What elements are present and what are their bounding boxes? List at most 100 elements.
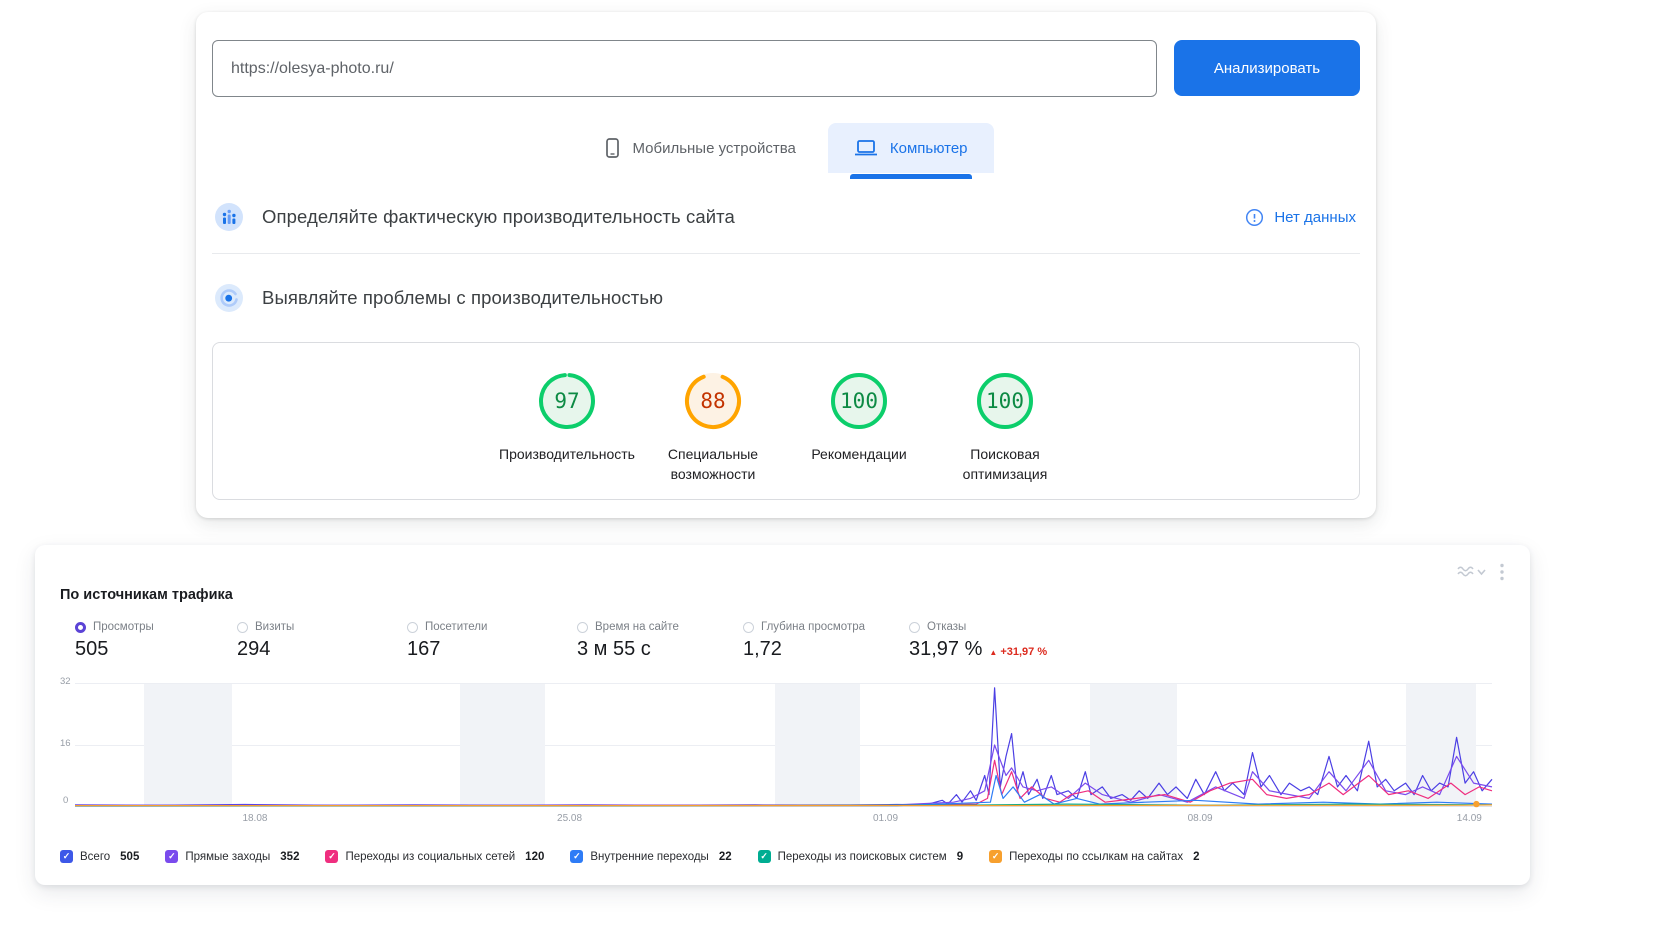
chart-legend: ✓ Всего 505 ✓ Прямые заходы 352 ✓ Перехо… — [60, 850, 1200, 863]
traffic-sources-card: По источникам трафика Просмотры 505 Визи… — [35, 545, 1530, 885]
checkbox-icon: ✓ — [570, 850, 584, 863]
scores-panel: 97 Производительность 88 Специальные воз… — [212, 342, 1360, 500]
score-gauge: 100 — [829, 371, 889, 431]
score-seo[interactable]: 100 Поисковая оптимизация — [932, 371, 1078, 499]
score-best-practices[interactable]: 100 Рекомендации — [786, 371, 932, 499]
score-gauge: 97 — [537, 371, 597, 431]
metric-label: Время на сайте — [595, 621, 679, 633]
radio-icon — [743, 621, 754, 633]
end-point-dot — [1473, 800, 1480, 808]
radio-icon — [237, 621, 248, 633]
weekend-band — [1405, 684, 1477, 806]
metric-value: 167 — [407, 638, 441, 660]
legend-item-total[interactable]: ✓ Всего 505 — [60, 850, 139, 863]
metric-views[interactable]: Просмотры 505 — [75, 621, 237, 661]
score-label: Производительность — [499, 446, 635, 462]
metric-label: Просмотры — [93, 621, 154, 633]
analyze-button[interactable]: Анализировать — [1174, 40, 1360, 96]
legend-item-social[interactable]: ✓ Переходы из социальных сетей 120 — [325, 850, 544, 863]
arrow-up-icon: ▲ — [989, 648, 998, 657]
score-performance[interactable]: 97 Производительность — [494, 371, 640, 499]
metric-depth[interactable]: Глубина просмотра 1,72 — [743, 621, 909, 661]
x-axis-label: 08.09 — [1187, 813, 1213, 824]
score-value: 97 — [554, 389, 580, 413]
section-divider — [212, 253, 1360, 254]
checkbox-icon: ✓ — [989, 850, 1003, 863]
score-gauge: 100 — [975, 371, 1035, 431]
weekend-band — [774, 684, 860, 806]
y-axis-label: 32 — [60, 676, 71, 687]
checkbox-icon: ✓ — [325, 850, 339, 863]
weekend-band — [144, 684, 233, 806]
score-accessibility[interactable]: 88 Специальные возможности — [640, 371, 786, 499]
x-axis-label: 01.09 — [873, 813, 899, 824]
metric-visitors[interactable]: Посетители 167 — [407, 621, 577, 661]
metric-value: 294 — [237, 638, 271, 660]
lab-data-section: Выявляйте проблемы с производительностью — [212, 278, 1360, 318]
metric-label: Посетители — [425, 621, 488, 633]
legend-item-site-links[interactable]: ✓ Переходы по ссылкам на сайтах 2 — [989, 850, 1200, 863]
metric-time-on-site[interactable]: Время на сайте 3 м 55 с — [577, 621, 743, 661]
legend-label: Всего — [80, 850, 111, 863]
phone-icon — [604, 137, 620, 159]
card-title: По источникам трафика — [60, 587, 233, 603]
chart-type-dropdown[interactable] — [1456, 564, 1486, 580]
score-label: Рекомендации — [811, 446, 907, 462]
y-axis-label: 16 — [60, 738, 71, 749]
legend-label: Внутренние переходы — [590, 850, 709, 863]
legend-value: 120 — [525, 850, 545, 863]
legend-value: 505 — [120, 850, 140, 863]
lab-data-title: Выявляйте проблемы с производительностью — [262, 287, 664, 308]
legend-value: 22 — [718, 850, 732, 863]
radio-icon — [75, 621, 86, 633]
legend-value: 352 — [280, 850, 300, 863]
legend-item-search[interactable]: ✓ Переходы из поисковых систем 9 — [757, 850, 963, 863]
legend-item-direct[interactable]: ✓ Прямые заходы 352 — [165, 850, 299, 863]
legend-value: 2 — [1193, 850, 1200, 863]
legend-label: Переходы из социальных сетей — [345, 850, 516, 863]
bounce-change-badge: ▲ +31,97 % — [989, 646, 1048, 658]
tab-desktop[interactable]: Компьютер — [827, 123, 994, 179]
field-data-section: Определяйте фактическую производительнос… — [212, 197, 1360, 237]
traffic-lines — [74, 687, 1493, 808]
no-data-link[interactable]: Нет данных — [1274, 208, 1356, 226]
score-value: 100 — [840, 389, 878, 413]
metric-label: Глубина просмотра — [761, 621, 865, 633]
x-axis: 18.08 25.08 01.09 08.09 14.09 — [75, 813, 1492, 827]
metric-bounce-rate[interactable]: Отказы 31,97 % ▲ +31,97 % — [909, 621, 1047, 661]
weekend-band — [460, 684, 546, 806]
card-controls — [1456, 563, 1504, 581]
weekend-band — [1089, 684, 1178, 806]
metric-value: 3 м 55 с — [577, 638, 651, 660]
score-label: Поисковая оптимизация — [962, 446, 1048, 483]
tab-mobile[interactable]: Мобильные устройства — [578, 123, 821, 173]
url-input[interactable] — [212, 40, 1157, 97]
score-gauge: 88 — [683, 371, 743, 431]
metric-label: Отказы — [927, 621, 967, 633]
legend-label: Переходы по ссылкам на сайтах — [1009, 850, 1184, 863]
traffic-chart-plot — [74, 683, 1493, 808]
kebab-menu-icon[interactable] — [1500, 563, 1504, 581]
tab-mobile-label: Мобильные устройства — [632, 139, 796, 157]
y-axis-label: 0 — [63, 795, 69, 806]
legend-label: Переходы из поисковых систем — [777, 850, 947, 863]
x-axis-label: 14.09 — [1456, 813, 1482, 824]
metric-value: 31,97 % ▲ +31,97 % — [909, 638, 1048, 660]
legend-item-internal[interactable]: ✓ Внутренние переходы 22 — [570, 850, 732, 863]
checkbox-icon: ✓ — [165, 850, 179, 863]
field-data-icon — [214, 202, 244, 232]
x-axis-label: 18.08 — [242, 813, 268, 824]
metrics-row: Просмотры 505 Визиты 294 Посетители 167 … — [75, 621, 1047, 661]
device-tabs: Мобильные устройства Компьютер — [212, 123, 1360, 179]
score-label: Специальные возможности — [667, 446, 759, 483]
field-data-title: Определяйте фактическую производительнос… — [262, 206, 735, 227]
metric-label: Визиты — [255, 621, 295, 633]
legend-label: Прямые заходы — [185, 850, 271, 863]
field-data-status: Нет данных — [1245, 208, 1360, 227]
metric-value: 1,72 — [743, 638, 782, 660]
info-icon[interactable] — [1245, 208, 1264, 227]
url-row: Анализировать — [212, 40, 1360, 97]
radio-icon — [909, 621, 920, 633]
tab-desktop-label: Компьютер — [889, 139, 968, 157]
metric-visits[interactable]: Визиты 294 — [237, 621, 407, 661]
